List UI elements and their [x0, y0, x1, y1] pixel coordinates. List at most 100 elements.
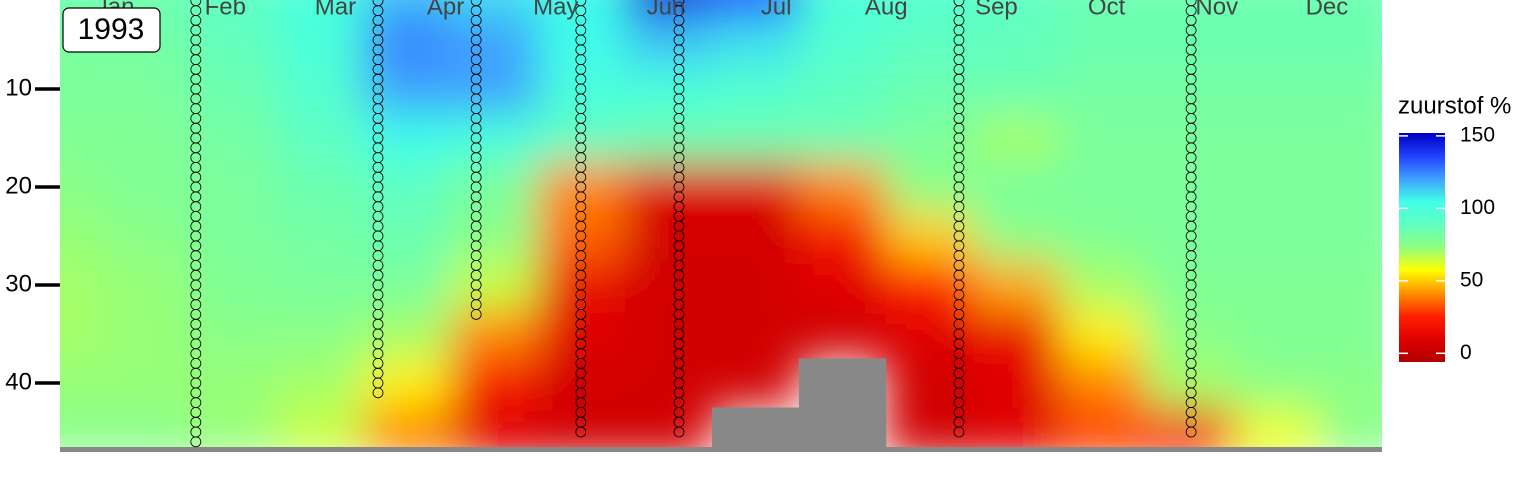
heat-cell	[798, 113, 887, 163]
heat-cell	[885, 260, 974, 310]
heat-cell	[538, 260, 626, 310]
heat-cell	[190, 162, 278, 212]
heat-cell	[1059, 211, 1148, 261]
sample-point	[190, 436, 202, 448]
heat-cell	[625, 358, 713, 408]
heat-cell	[1320, 211, 1382, 261]
heat-cell	[538, 358, 626, 408]
heat-cell	[190, 309, 278, 359]
heat-cell	[885, 309, 974, 359]
heat-cell	[60, 64, 104, 114]
heat-cell	[711, 64, 800, 114]
heat-cell	[798, 260, 887, 310]
heat-cell	[190, 358, 278, 408]
month-label: Mar	[315, 0, 356, 20]
heat-cell	[1320, 358, 1382, 408]
heat-cell	[277, 162, 365, 212]
month-label: Oct	[1088, 0, 1126, 20]
heat-cell	[364, 309, 452, 359]
heat-cell	[364, 358, 452, 408]
month-label: Dec	[1306, 0, 1349, 20]
heat-cell	[451, 162, 539, 212]
year-box	[62, 7, 161, 53]
heat-cell	[798, 211, 887, 261]
heat-cell	[885, 211, 974, 261]
heat-cell	[451, 15, 539, 65]
heat-cell	[277, 211, 365, 261]
heat-cell	[1146, 113, 1235, 163]
year-label: 1993	[78, 13, 145, 46]
heat-cell	[190, 64, 278, 114]
heat-cell	[1059, 64, 1148, 114]
heat-cell	[798, 15, 887, 65]
heat-cell	[103, 211, 191, 261]
heat-cell	[60, 407, 104, 451]
heat-cell	[103, 162, 191, 212]
plot-area	[60, 0, 1382, 451]
profiles	[190, 0, 1197, 448]
heat-cell	[1233, 0, 1321, 16]
heat-cell	[1233, 211, 1321, 261]
month-label: Feb	[205, 0, 246, 20]
heat-cell	[1146, 211, 1235, 261]
sample-point	[372, 387, 384, 399]
heat-cell	[711, 162, 800, 212]
heat-cell	[798, 0, 887, 16]
y-tick-label: 40	[5, 368, 32, 395]
heat-cell	[277, 260, 365, 310]
heat-cell	[277, 407, 365, 451]
heat-cell	[1059, 0, 1148, 16]
heat-cell	[538, 162, 626, 212]
heat-cell	[885, 15, 974, 65]
y-tick-label: 30	[5, 270, 32, 297]
heat-cell	[451, 358, 539, 408]
heat-cell	[190, 407, 278, 451]
heat-cell	[1146, 309, 1235, 359]
heat-cell	[1059, 309, 1148, 359]
month-label: Apr	[427, 0, 464, 20]
heat-cell	[1233, 15, 1321, 65]
heat-cell	[885, 113, 974, 163]
heat-cell	[60, 309, 104, 359]
month-label: Nov	[1195, 0, 1238, 20]
na-cell	[711, 407, 800, 451]
sample-point	[470, 308, 482, 320]
heat-cell	[972, 0, 1061, 16]
heat-cell	[103, 309, 191, 359]
heat-cell	[625, 64, 713, 114]
heat-cell	[451, 309, 539, 359]
heat-cell	[538, 15, 626, 65]
heat-cell	[885, 0, 974, 16]
heat-cell	[1146, 15, 1235, 65]
heat-cell	[798, 309, 887, 359]
heat-cell	[277, 64, 365, 114]
heat-cell	[103, 64, 191, 114]
heat-cell	[711, 0, 800, 16]
heatmap-field	[60, 0, 1382, 451]
heat-cell	[60, 260, 104, 310]
heat-cell	[1233, 162, 1321, 212]
bottom-edge	[60, 447, 1382, 452]
y-tick-label: 10	[5, 74, 32, 101]
heat-cell	[972, 407, 1061, 451]
heat-cell	[538, 113, 626, 163]
heat-cell	[103, 358, 191, 408]
colorbar-ticks: 0 50 100 150	[1399, 123, 1495, 364]
heat-cell	[1320, 162, 1382, 212]
heat-cell	[364, 162, 452, 212]
heat-cell	[625, 15, 713, 65]
heat-cell	[1146, 407, 1235, 451]
heat-cell	[625, 211, 713, 261]
heat-cell	[60, 113, 104, 163]
heat-cell	[625, 407, 713, 451]
heat-cell	[60, 358, 104, 408]
month-label: Jul	[761, 0, 792, 20]
heat-cell	[625, 162, 713, 212]
heat-cell	[364, 211, 452, 261]
heat-cell	[364, 260, 452, 310]
heat-cell	[1320, 0, 1382, 16]
heat-cell	[1233, 358, 1321, 408]
heat-cell	[1059, 113, 1148, 163]
heat-cell	[364, 64, 452, 114]
